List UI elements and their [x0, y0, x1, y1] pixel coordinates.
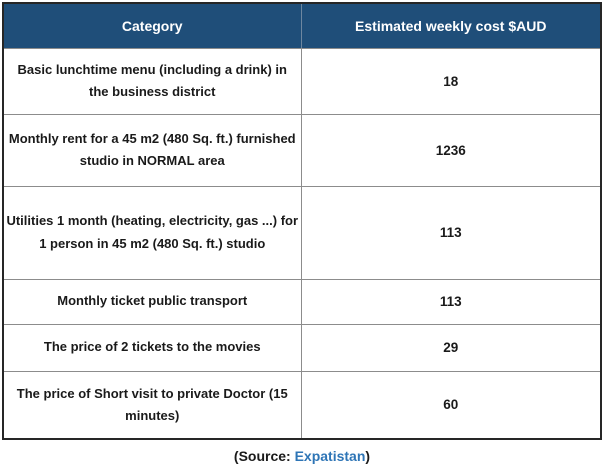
category-cell: Monthly ticket public transport	[2, 278, 302, 325]
cost-cell: 113	[300, 278, 602, 325]
cost-table: Category Estimated weekly cost $AUD Basi…	[2, 2, 602, 440]
cost-cell: 113	[300, 185, 602, 280]
cost-cell: 1236	[300, 113, 602, 187]
source-line: (Source: Expatistan)	[2, 448, 602, 464]
column-header-category: Category	[2, 2, 302, 49]
cost-cell: 18	[300, 47, 602, 115]
cost-cell: 60	[300, 370, 602, 440]
column-header-cost: Estimated weekly cost $AUD	[300, 2, 602, 49]
table-row: Basic lunchtime menu (including a drink)…	[2, 47, 602, 115]
source-suffix: )	[365, 448, 371, 464]
table-row: Monthly rent for a 45 m2 (480 Sq. ft.) f…	[2, 113, 602, 187]
category-cell: The price of 2 tickets to the movies	[2, 323, 302, 372]
source-prefix: (Source:	[233, 448, 295, 464]
table-row: The price of Short visit to private Doct…	[2, 370, 602, 440]
category-cell: Monthly rent for a 45 m2 (480 Sq. ft.) f…	[2, 113, 302, 187]
source-link[interactable]: Expatistan	[294, 448, 366, 464]
table-row: Utilities 1 month (heating, electricity,…	[2, 185, 602, 280]
category-cell: Utilities 1 month (heating, electricity,…	[2, 185, 302, 280]
cost-cell: 29	[300, 323, 602, 372]
table-row: Monthly ticket public transport 113	[2, 278, 602, 325]
category-cell: Basic lunchtime menu (including a drink)…	[2, 47, 302, 115]
category-cell: The price of Short visit to private Doct…	[2, 370, 302, 440]
table-row: The price of 2 tickets to the movies 29	[2, 323, 602, 372]
header-row: Category Estimated weekly cost $AUD	[2, 2, 602, 49]
